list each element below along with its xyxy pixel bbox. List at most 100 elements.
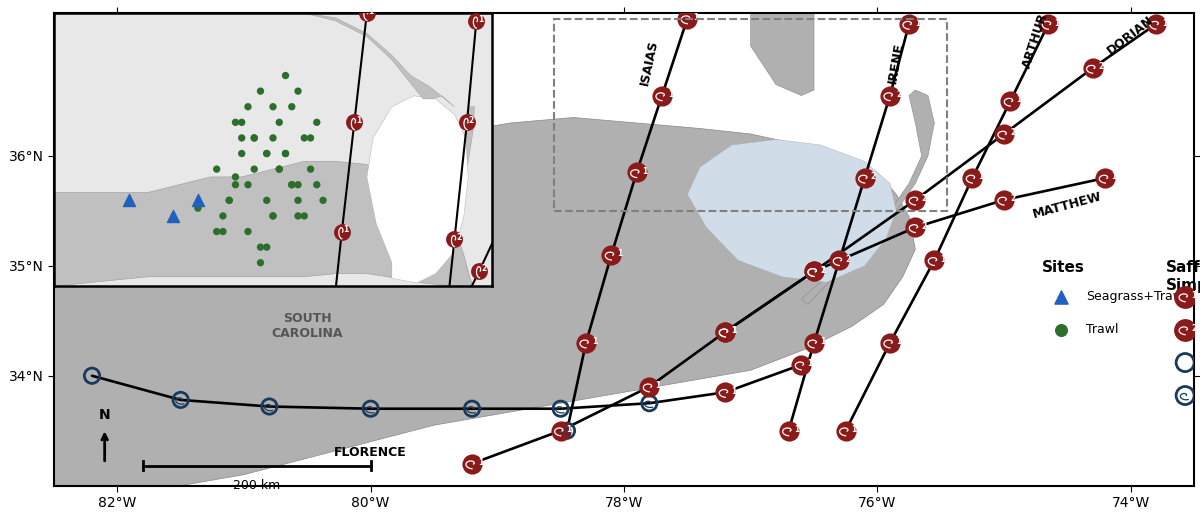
Point [188,196,208,205]
Text: 1: 1 [731,326,737,335]
Point [270,118,289,127]
Point [715,328,734,336]
Polygon shape [688,140,896,282]
Point [251,87,270,96]
Text: 1: 1 [643,167,648,176]
Text: 2: 2 [481,265,486,274]
Point [264,212,283,220]
Point [282,102,301,111]
Point [640,399,659,407]
Point [1039,20,1058,28]
Point [457,118,476,127]
Text: 1: 1 [478,458,484,467]
Point [83,372,102,380]
Point [264,102,283,111]
Point [856,174,875,182]
Polygon shape [54,161,473,286]
Point [792,361,811,369]
Point [906,223,925,232]
Text: 1: 1 [1162,18,1168,27]
Point [295,212,314,220]
Text: 1: 1 [592,337,598,346]
Point [226,118,245,127]
Point [245,165,264,173]
Polygon shape [420,107,474,278]
Point [282,181,301,189]
Point [836,426,856,435]
Polygon shape [54,13,455,114]
Polygon shape [802,90,935,304]
Text: 1: 1 [655,381,660,390]
Text: 2: 2 [1010,194,1015,203]
Point [288,87,307,96]
Point [1096,174,1115,182]
Point [276,71,295,80]
Text: 1: 1 [896,337,901,346]
Point [172,396,191,404]
Text: 1: 1 [820,337,826,346]
Point [163,212,182,220]
Point [715,328,734,336]
Point [462,404,481,413]
Point [239,181,258,189]
Text: 1: 1 [694,13,698,22]
Text: 2: 2 [922,194,926,203]
Point [1001,97,1020,105]
Point [1176,391,1195,400]
Text: 2: 2 [922,222,926,231]
Point [962,174,982,182]
Point [288,196,307,205]
Text: IRENE: IRENE [887,41,906,84]
Point [551,426,570,435]
Point [551,404,570,413]
Point [276,149,295,158]
Bar [554,18,947,211]
Point [259,402,278,411]
Point [881,91,900,100]
Point [239,227,258,236]
Text: 2: 2 [456,233,461,242]
Text: 1: 1 [808,359,812,368]
Point [925,256,944,265]
Polygon shape [751,13,814,96]
Point [1051,292,1070,301]
Text: 1: 1 [368,7,373,16]
Text: 2: 2 [820,266,826,275]
Point [270,165,289,173]
Point [628,168,647,176]
Point [1176,292,1195,301]
Text: 1: 1 [343,225,349,235]
Text: 1: 1 [566,425,572,434]
Point [779,426,798,435]
Text: 2: 2 [896,90,901,99]
Point [1176,326,1195,334]
Point [257,149,276,158]
Polygon shape [54,118,916,486]
Text: Saffir
Simpson: Saffir Simpson [1166,260,1200,293]
Text: MATTHEW: MATTHEW [1031,190,1103,221]
Text: 1: 1 [978,172,984,181]
Text: 2: 2 [1192,324,1196,333]
Text: 1: 1 [731,326,737,335]
Point [470,266,490,275]
Point [601,250,620,259]
Point [214,227,233,236]
Point [804,339,823,347]
Text: 1: 1 [794,425,800,434]
Point [245,134,264,142]
Point [301,165,320,173]
Point [344,118,364,127]
Point [188,204,208,212]
Text: 1: 1 [731,386,737,396]
Point [1176,359,1195,367]
Point [251,243,270,251]
Point [257,196,276,205]
Text: 1: 1 [478,15,484,24]
Point [295,134,314,142]
Point [288,181,307,189]
Point [264,134,283,142]
Text: 1: 1 [668,90,673,99]
Polygon shape [367,96,468,283]
Point [358,9,377,17]
Point [462,459,481,468]
